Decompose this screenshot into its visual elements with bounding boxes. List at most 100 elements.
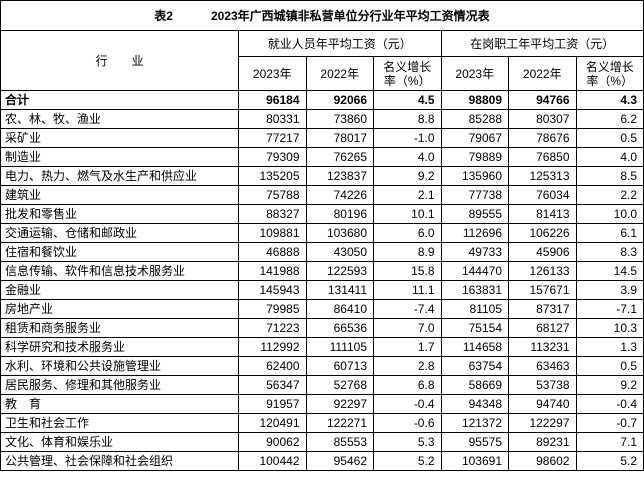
group-header-row: 行 业 就业人员年平均工资（元） 在岗职工年平均工资（元） [0, 30, 644, 91]
subheader-2023-staff: 2023年 [440, 56, 509, 91]
subheader-2022-staff: 2022年 [508, 56, 577, 91]
value-cell: 76034 [508, 185, 577, 205]
value-cell: 0.5 [575, 128, 644, 148]
value-cell: 11.1 [373, 280, 442, 300]
value-cell: 145943 [238, 280, 307, 300]
industry-cell: 水利、环境和公共设施管理业 [0, 356, 239, 376]
value-cell: 94766 [508, 90, 577, 110]
value-cell: -0.6 [373, 413, 442, 433]
value-cell: 53738 [508, 375, 577, 395]
table-row: 教 育 91957 92297 -0.4 94348 94740 -0.4 [0, 394, 644, 414]
value-cell: 90062 [238, 432, 307, 452]
value-cell: 56347 [238, 375, 307, 395]
value-cell: 4.5 [373, 90, 442, 110]
value-cell: 2.1 [373, 185, 442, 205]
value-cell: 76850 [508, 147, 577, 167]
value-cell: 89231 [508, 432, 577, 452]
wage-table: 表2 2023年广西城镇非私营单位分行业年平均工资情况表 行 业 就业人员年平均工… [0, 0, 644, 471]
value-cell: 91957 [238, 394, 307, 414]
value-cell: 66536 [305, 318, 374, 338]
value-cell: 14.5 [575, 261, 644, 281]
value-cell: 126133 [508, 261, 577, 281]
group-header-staff: 在岗职工年平均工资（元） [440, 30, 644, 57]
industry-cell: 交通运输、仓储和邮政业 [0, 223, 239, 243]
value-cell: 6.1 [575, 223, 644, 243]
value-cell: 94348 [440, 394, 509, 414]
value-cell: 1.3 [575, 337, 644, 357]
value-cell: -0.4 [373, 394, 442, 414]
value-cell: 87317 [508, 299, 577, 319]
value-cell: 45906 [508, 242, 577, 262]
value-cell: 2.2 [575, 185, 644, 205]
value-cell: 122593 [305, 261, 374, 281]
value-cell: 4.0 [373, 147, 442, 167]
growth-header-line2: 率（%） [383, 73, 431, 88]
value-cell: -7.1 [575, 299, 644, 319]
table-title-tag: 表2 [154, 9, 173, 23]
value-cell: 92066 [305, 90, 374, 110]
value-cell: 121372 [440, 413, 509, 433]
value-cell: 79985 [238, 299, 307, 319]
subheader-growth-employed: 名义增长 率（%） [373, 56, 442, 91]
table-title: 表2 2023年广西城镇非私营单位分行业年平均工资情况表 [0, 0, 644, 31]
value-cell: 6.0 [373, 223, 442, 243]
table-row: 卫生和社会工作 120491 122271 -0.6 121372 122297 -0.7 [0, 413, 644, 433]
title-row: 表2 2023年广西城镇非私营单位分行业年平均工资情况表 [0, 0, 644, 31]
value-cell: 80196 [305, 204, 374, 224]
value-cell: 85288 [440, 109, 509, 129]
table-row: 制造业 79309 76265 4.0 79889 76850 4.0 [0, 147, 644, 167]
table-row: 批发和零售业 88327 80196 10.1 89555 81413 10.0 [0, 204, 644, 224]
value-cell: 80307 [508, 109, 577, 129]
industry-cell: 卫生和社会工作 [0, 413, 239, 433]
industry-cell: 农、林、牧、渔业 [0, 109, 239, 129]
value-cell: 5.2 [373, 451, 442, 471]
value-cell: 8.3 [575, 242, 644, 262]
table-row: 金融业 145943 131411 11.1 163831 157671 3.9 [0, 280, 644, 300]
value-cell: -7.4 [373, 299, 442, 319]
value-cell: 79067 [440, 128, 509, 148]
value-cell: 63463 [508, 356, 577, 376]
value-cell: 89555 [440, 204, 509, 224]
value-cell: 81105 [440, 299, 509, 319]
value-cell: 75788 [238, 185, 307, 205]
value-cell: 62400 [238, 356, 307, 376]
table-row: 公共管理、社会保障和社会组织 100442 95462 5.2 103691 98602 5… [0, 451, 644, 471]
value-cell: 95575 [440, 432, 509, 452]
value-cell: 103691 [440, 451, 509, 471]
value-cell: 46888 [238, 242, 307, 262]
value-cell: 8.5 [575, 166, 644, 186]
value-cell: 113231 [508, 337, 577, 357]
industry-column-header: 行 业 [0, 30, 239, 91]
value-cell: 6.2 [575, 109, 644, 129]
value-cell: 1.7 [373, 337, 442, 357]
industry-cell: 批发和零售业 [0, 204, 239, 224]
industry-cell: 制造业 [0, 147, 239, 167]
table-row: 农、林、牧、渔业 80331 73860 8.8 85288 80307 6.2 [0, 109, 644, 129]
value-cell: 79889 [440, 147, 509, 167]
table-row: 建筑业 75788 74226 2.1 77738 76034 2.2 [0, 185, 644, 205]
value-cell: 73860 [305, 109, 374, 129]
value-cell: 8.8 [373, 109, 442, 129]
value-cell: 6.8 [373, 375, 442, 395]
value-cell: -1.0 [373, 128, 442, 148]
value-cell: 96184 [238, 90, 307, 110]
subheader-2023-employed: 2023年 [238, 56, 307, 91]
value-cell: 123837 [305, 166, 374, 186]
value-cell: 58669 [440, 375, 509, 395]
value-cell: 78676 [508, 128, 577, 148]
value-cell: 122271 [305, 413, 374, 433]
subheader-growth-staff: 名义增长 率（%） [575, 56, 644, 91]
industry-cell: 居民服务、修理和其他服务业 [0, 375, 239, 395]
table-header: 表2 2023年广西城镇非私营单位分行业年平均工资情况表 行 业 就业人员年平均工… [0, 0, 644, 91]
value-cell: 75154 [440, 318, 509, 338]
value-cell: 95462 [305, 451, 374, 471]
growth-header-line1: 名义增长 [383, 59, 432, 74]
value-cell: 71223 [238, 318, 307, 338]
value-cell: 49733 [440, 242, 509, 262]
industry-cell: 住宿和餐饮业 [0, 242, 239, 262]
growth-header-line1: 名义增长 [585, 59, 634, 74]
value-cell: 141988 [238, 261, 307, 281]
industry-cell: 建筑业 [0, 185, 239, 205]
value-cell: 122297 [508, 413, 577, 433]
value-cell: 106226 [508, 223, 577, 243]
